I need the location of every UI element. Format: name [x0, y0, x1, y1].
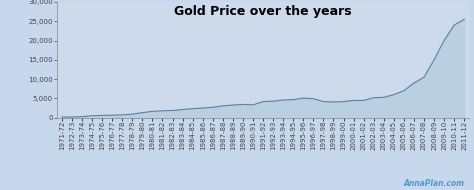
Text: AnnaPlan.com: AnnaPlan.com — [403, 179, 465, 188]
Text: Gold Price over the years: Gold Price over the years — [174, 5, 352, 18]
